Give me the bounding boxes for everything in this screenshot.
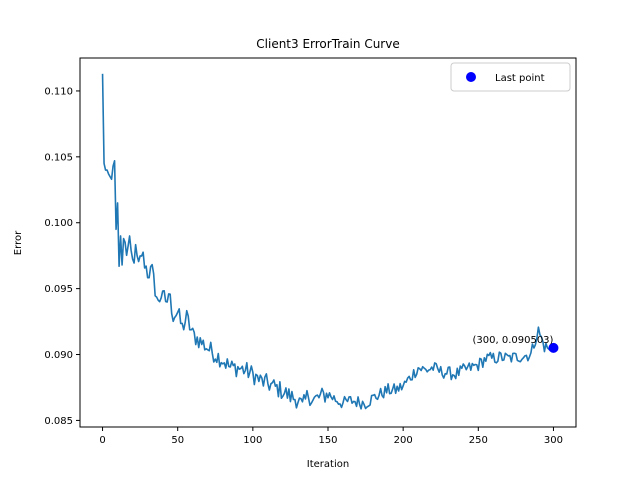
- x-tick-label: 50: [171, 435, 184, 446]
- x-tick-label: 0: [99, 435, 105, 446]
- x-tick-label: 100: [243, 435, 262, 446]
- y-tick-label: 0.085: [44, 416, 73, 427]
- last-point-annotation: (300, 0.090503): [472, 335, 553, 346]
- chart-title: Client3 ErrorTrain Curve: [256, 37, 399, 51]
- x-tick-label: 200: [394, 435, 413, 446]
- legend-box: [450, 62, 571, 92]
- x-tick-label: 250: [469, 435, 488, 446]
- x-tick-label: 300: [544, 435, 563, 446]
- y-tick-label: 0.105: [44, 152, 73, 163]
- y-tick-label: 0.095: [44, 284, 73, 295]
- last-point-marker: [548, 342, 559, 353]
- axis-ticks: 0 50 100 150 200 250 300 0.085 0.090 0.095 0.100 0.…: [44, 86, 563, 446]
- error-series-line: [101, 73, 554, 410]
- y-axis-title: Error: [13, 230, 24, 255]
- y-tick-label: 0.110: [44, 86, 73, 97]
- y-tick-label: 0.100: [44, 218, 73, 229]
- legend-marker: [466, 72, 476, 82]
- x-axis-title: Iteration: [307, 459, 349, 470]
- plot-frame: [79, 57, 577, 428]
- legend-label: Last point: [495, 73, 545, 84]
- x-tick-label: 150: [318, 435, 337, 446]
- legend: Last point: [450, 62, 571, 92]
- y-tick-label: 0.090: [44, 350, 73, 361]
